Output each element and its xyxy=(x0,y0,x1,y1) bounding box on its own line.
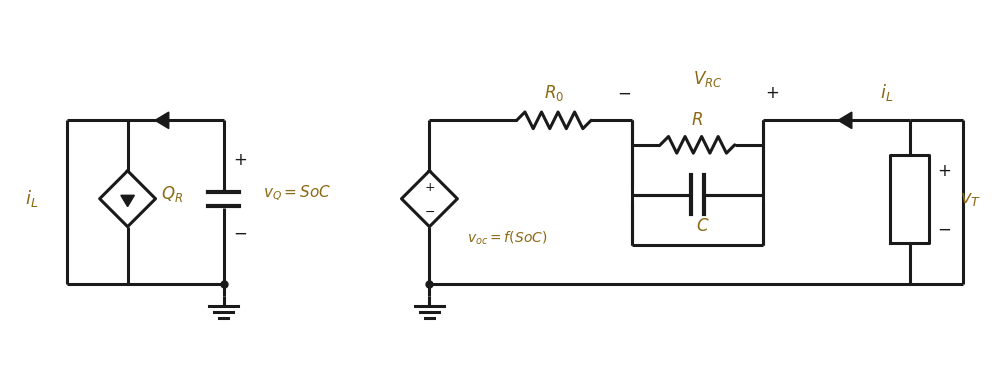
Text: $+$: $+$ xyxy=(765,84,780,102)
Polygon shape xyxy=(121,195,134,207)
Text: $+$: $+$ xyxy=(233,151,247,168)
Text: $C$: $C$ xyxy=(696,218,709,235)
Text: $-$: $-$ xyxy=(937,219,951,237)
Text: $-$: $-$ xyxy=(424,205,435,218)
Text: $-$: $-$ xyxy=(233,224,247,242)
Text: $+$: $+$ xyxy=(937,162,951,180)
Text: $R_0$: $R_0$ xyxy=(544,83,564,103)
Text: $R$: $R$ xyxy=(691,112,703,129)
Text: $V_{RC}$: $V_{RC}$ xyxy=(693,69,722,89)
Text: $v_Q = SoC$: $v_Q = SoC$ xyxy=(263,184,331,203)
Polygon shape xyxy=(838,112,852,129)
Polygon shape xyxy=(155,112,169,129)
Text: $i_L$: $i_L$ xyxy=(880,82,894,104)
Text: $+$: $+$ xyxy=(424,181,435,194)
Text: $i_L$: $i_L$ xyxy=(25,188,38,209)
Text: $-$: $-$ xyxy=(617,84,632,102)
Text: $v_T$: $v_T$ xyxy=(960,190,981,208)
Text: $v_{oc} = f(SoC)$: $v_{oc} = f(SoC)$ xyxy=(467,229,547,247)
Text: $Q_R$: $Q_R$ xyxy=(161,184,183,204)
